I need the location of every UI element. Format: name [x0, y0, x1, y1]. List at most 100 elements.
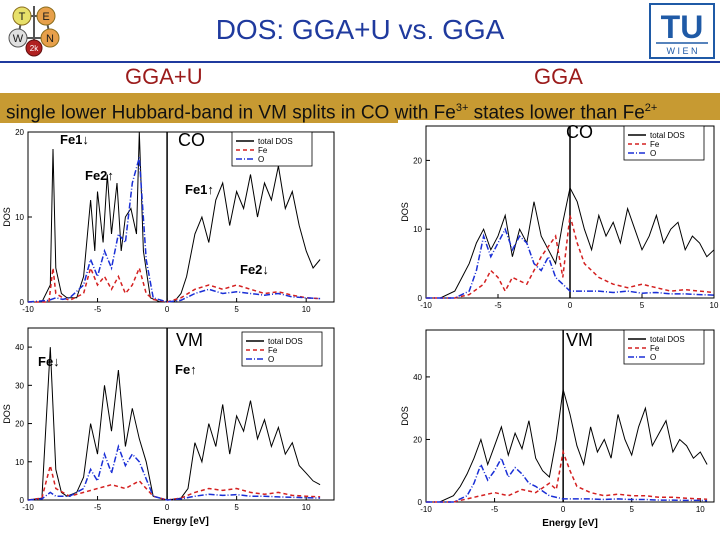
legend-label: Fe	[650, 344, 660, 353]
series-fe	[426, 215, 715, 299]
y-tick-label: 10	[15, 213, 24, 222]
right-column-label: GGA	[534, 64, 583, 89]
legend-box	[231, 131, 313, 167]
banner-sup-1: 3+	[455, 102, 469, 114]
legend-label: Fe	[650, 140, 660, 149]
series-fe	[28, 265, 321, 303]
x-tick-label: 0	[568, 301, 573, 310]
y-axis-label: DOS	[400, 406, 410, 426]
y-axis-label: DOS	[400, 202, 410, 222]
y-tick-label: 0	[418, 498, 423, 507]
x-tick-label: -5	[491, 505, 499, 514]
x-axis-label: Energy [eV]	[153, 516, 209, 527]
y-tick-label: 40	[413, 373, 422, 382]
y-axis-label: DOS	[2, 404, 12, 424]
series-o	[27, 443, 321, 501]
x-tick-label: 10	[696, 505, 705, 514]
plot-frame	[425, 329, 715, 503]
x-tick-label: -10	[22, 503, 34, 512]
legend-label: total DOS	[258, 137, 293, 146]
title-divider	[0, 61, 720, 63]
spin-annotation: Fe↑	[175, 362, 197, 377]
left-column-label: GGA+U	[125, 64, 203, 89]
legend-label: total DOS	[650, 131, 685, 140]
x-tick-label: -5	[94, 503, 102, 512]
legend-label: total DOS	[650, 335, 685, 344]
y-tick-label: 0	[20, 496, 25, 505]
y-tick-label: 20	[413, 156, 422, 165]
banner-sup-2: 2+	[644, 102, 658, 114]
plot-title: CO	[566, 122, 593, 142]
series-o	[426, 456, 708, 503]
x-tick-label: -5	[94, 305, 102, 314]
tu-logo-text: TU	[661, 9, 704, 45]
x-tick-label: -5	[494, 301, 502, 310]
y-tick-label: 40	[15, 343, 24, 352]
x-tick-label: 5	[234, 305, 239, 314]
legend-label: O	[258, 155, 264, 164]
plot-frame	[27, 327, 335, 501]
x-tick-label: 5	[629, 505, 634, 514]
logo-letter-e: E	[42, 11, 49, 23]
y-tick-label: 10	[15, 458, 24, 467]
spin-annotation: Fe2↓	[240, 262, 269, 277]
legend-box	[623, 329, 705, 365]
x-tick-label: -10	[420, 301, 432, 310]
series-total-dos	[27, 347, 321, 501]
legend-label: Fe	[268, 346, 278, 355]
spin-annotation: Fe1↑	[185, 182, 214, 197]
legend-label: O	[268, 355, 274, 364]
tu-logo-sub: W I E N	[667, 46, 698, 56]
legend-label: total DOS	[268, 337, 303, 346]
spin-annotation: Fe1↓	[60, 132, 89, 147]
legend-box	[241, 331, 323, 367]
series-total-dos	[426, 186, 715, 299]
plot-title: VM	[566, 330, 593, 350]
y-tick-label: 30	[15, 381, 24, 390]
x-tick-label: 5	[234, 503, 239, 512]
legend-box	[623, 125, 705, 161]
x-tick-label: 10	[302, 305, 311, 314]
x-tick-label: -10	[420, 505, 432, 514]
y-tick-label: 20	[15, 420, 24, 429]
banner-text-1: single lower Hubbard-band in VM splits i…	[6, 102, 456, 124]
y-tick-label: 10	[413, 225, 422, 234]
legend-label: O	[650, 353, 656, 362]
dos-plot-vm-gga: 0 20 40 -10 -5 0 5 10 DOS Energy [eV] VM total DOSF…	[398, 322, 720, 536]
logo-letter-t: T	[19, 11, 26, 23]
logo-letter-w: W	[13, 33, 24, 45]
plot-title: CO	[178, 130, 205, 150]
legend-label: Fe	[258, 146, 268, 155]
dos-plot-vm-gga-u: 0 10 20 30 40 -10 -5 0 5 10 DOS Energy [eV] VM Fe↓ Fe↑…	[0, 322, 345, 536]
x-tick-label: 10	[302, 503, 311, 512]
x-axis-label: Energy [eV]	[542, 518, 598, 529]
plot-title: VM	[176, 330, 203, 350]
wien2k-logo: T E W N 2k	[8, 6, 60, 57]
logo-letter-n: N	[46, 33, 54, 45]
x-tick-label: 5	[640, 301, 645, 310]
series-fe	[426, 449, 708, 503]
series-o	[27, 157, 321, 303]
x-tick-label: 0	[165, 305, 170, 314]
series-total-dos	[426, 389, 708, 503]
x-tick-label: 0	[561, 505, 566, 514]
spin-annotation: Fe↓	[38, 354, 60, 369]
legend-label: O	[650, 149, 656, 158]
y-axis-label: DOS	[2, 207, 12, 227]
x-tick-label: 10	[710, 301, 719, 310]
y-tick-label: 0	[20, 298, 25, 307]
y-tick-label: 20	[413, 435, 422, 444]
banner-text-2: states lower than Fe	[468, 102, 645, 124]
y-tick-label: 0	[418, 294, 423, 303]
summary-banner: single lower Hubbard-band in VM splits i…	[0, 93, 720, 123]
x-tick-label: -10	[22, 305, 34, 314]
page-title: DOS: GGA+U vs. GGA	[215, 14, 505, 45]
x-tick-label: 0	[165, 503, 170, 512]
spin-annotation: Fe2↑	[85, 168, 114, 183]
logo-letter-2k: 2k	[30, 44, 39, 53]
y-tick-label: 20	[15, 128, 24, 137]
tu-wien-logo: TU W I E N	[649, 3, 715, 59]
